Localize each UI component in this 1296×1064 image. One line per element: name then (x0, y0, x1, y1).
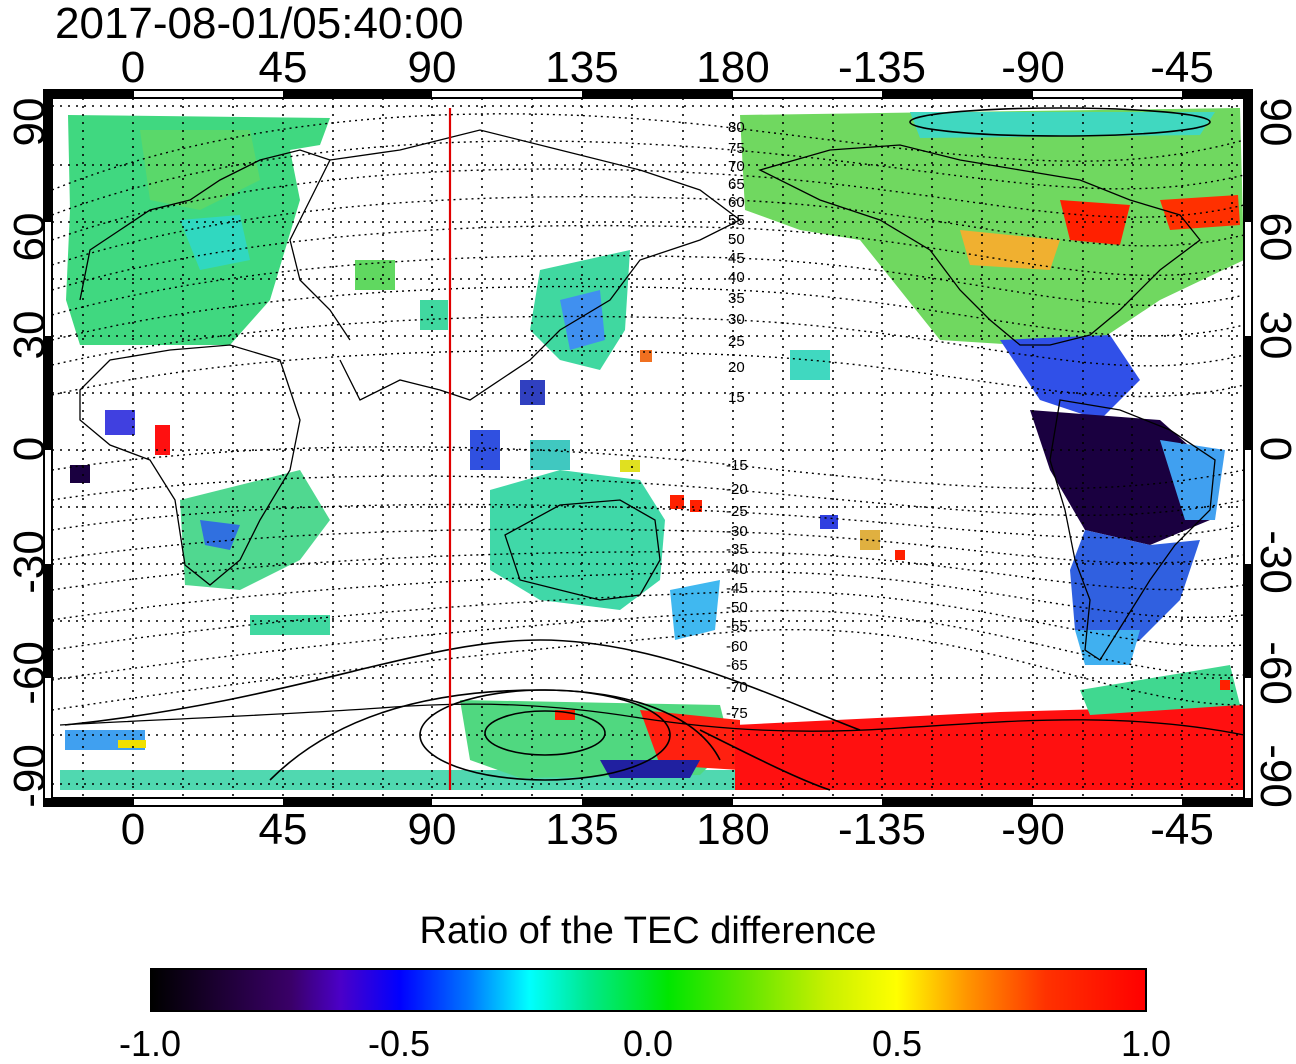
tec-region-south-america (1070, 530, 1200, 660)
tec-region-arctic-cyan (910, 112, 1215, 138)
maglat-label: 60 (728, 194, 745, 211)
maglat-label: -60 (726, 638, 748, 655)
tec-pixel (895, 550, 905, 560)
top-lon-tick: 90 (407, 43, 457, 92)
tec-pixel (1220, 680, 1230, 690)
grid-lines (52, 98, 1244, 798)
antarctica-outline (59, 703, 1245, 736)
maglat-label: -75 (726, 705, 748, 722)
maglat-label: -65 (726, 657, 748, 674)
colorbar-tick: -0.5 (367, 1023, 431, 1064)
tec-region-canada-red (1060, 200, 1130, 245)
europe-outline (79, 149, 351, 341)
tec-region-japan-blue (560, 290, 605, 350)
bottom-lon-tick: 0 (120, 805, 146, 854)
tec-pixel (530, 440, 570, 470)
tec-data-layer (60, 108, 1244, 790)
tec-pixel (105, 410, 135, 435)
maglat-label: 20 (728, 359, 745, 376)
colorbar-title: Ratio of the TEC difference (419, 910, 877, 952)
bottom-lon-tick: -45 (1150, 805, 1214, 854)
tec-region-antarctic-red (640, 710, 740, 770)
maglat-label: 45 (728, 250, 745, 267)
tec-pixel (820, 515, 838, 529)
south-america-outline (1049, 399, 1216, 661)
maglat-label: 55 (728, 212, 745, 229)
tec-pixel (790, 350, 830, 380)
maglat-label: -20 (726, 481, 748, 498)
magnetic-latitude-labels: 80 75 70 65 60 55 50 45 40 35 30 25 20 1… (726, 119, 748, 722)
tec-region-nz (670, 580, 720, 640)
tec-region-central-america-blue (1000, 335, 1140, 420)
maglat-label: 25 (728, 333, 745, 350)
colorbar (150, 968, 1147, 1012)
maglat-label: -50 (726, 599, 748, 616)
bottom-lon-tick: 90 (407, 805, 457, 854)
tec-region-north-america (740, 108, 1244, 345)
tec-region-south-pacific-green (1080, 665, 1240, 715)
tec-pixel (118, 740, 146, 748)
bottom-lon-tick: 135 (545, 805, 619, 854)
maglat-label: 65 (728, 176, 745, 193)
top-lon-tick: 135 (545, 43, 619, 92)
tec-pixel (670, 495, 684, 509)
tec-region-australia (490, 470, 665, 610)
top-lon-tick: 0 (120, 43, 146, 92)
maglat-label: 15 (728, 389, 745, 406)
bottom-lon-tick: -135 (837, 805, 927, 854)
maglat-label: 80 (728, 119, 745, 136)
top-lon-tick: 45 (258, 43, 308, 92)
colorbar-tick: -1.0 (118, 1023, 182, 1064)
tec-pixel (70, 465, 90, 483)
tec-pixel (620, 460, 640, 472)
tec-pixel (640, 350, 652, 362)
bottom-lon-tick: -90 (1001, 805, 1065, 854)
maglat-label: 75 (728, 140, 745, 157)
map-title: 2017-08-01/05:40:00 (55, 0, 464, 48)
australia-outline (504, 499, 661, 601)
maglat-label: 35 (728, 290, 745, 307)
top-lon-tick: -90 (1001, 43, 1065, 92)
maglat-label: 70 (728, 158, 745, 175)
tec-region-brazil-cyan (1160, 440, 1225, 520)
maglat-label: -45 (726, 580, 748, 597)
maglat-label: -35 (726, 541, 748, 558)
asia-outline (329, 129, 742, 401)
maglat-label: -40 (726, 561, 748, 578)
tec-pixel (860, 530, 880, 550)
tec-pixel (355, 260, 395, 290)
maglat-label: 30 (728, 311, 745, 328)
maglat-label: -55 (726, 618, 748, 635)
tec-pixel (250, 615, 330, 635)
continent-outlines (59, 129, 1245, 736)
colorbar-tick: 1.0 (1120, 1023, 1172, 1064)
tec-pixel (420, 300, 448, 330)
tec-pixel (155, 425, 170, 455)
tec-pixel (690, 500, 702, 512)
tec-region-antarctic-dark (600, 760, 700, 778)
tec-region-canada-orange (960, 230, 1060, 270)
maglat-label: -15 (726, 457, 748, 474)
maglat-label: 40 (728, 269, 745, 286)
magnetic-pole-contours (64, 107, 1211, 791)
top-lon-tick: 180 (696, 43, 770, 92)
maglat-label: -30 (726, 523, 748, 540)
north-america-outline (758, 144, 1201, 346)
colorbar-tick: 0.0 (622, 1023, 674, 1064)
maglat-label: -25 (726, 503, 748, 520)
axis-bars (44, 90, 1252, 806)
tec-pixel (555, 710, 575, 720)
tec-region-europe-patch (140, 130, 260, 210)
bottom-lon-tick: 45 (258, 805, 308, 854)
bottom-lon-tick: 180 (696, 805, 770, 854)
maglat-label: 50 (728, 231, 745, 248)
top-lon-tick: -45 (1150, 43, 1214, 92)
africa-outline (79, 344, 301, 586)
colorbar-tick: 0.5 (871, 1023, 923, 1064)
tec-region-south-pacific-red (735, 705, 1244, 790)
maglat-label: -70 (726, 679, 748, 696)
top-lon-tick: -135 (837, 43, 927, 92)
tec-region-africa-blue (200, 520, 240, 550)
